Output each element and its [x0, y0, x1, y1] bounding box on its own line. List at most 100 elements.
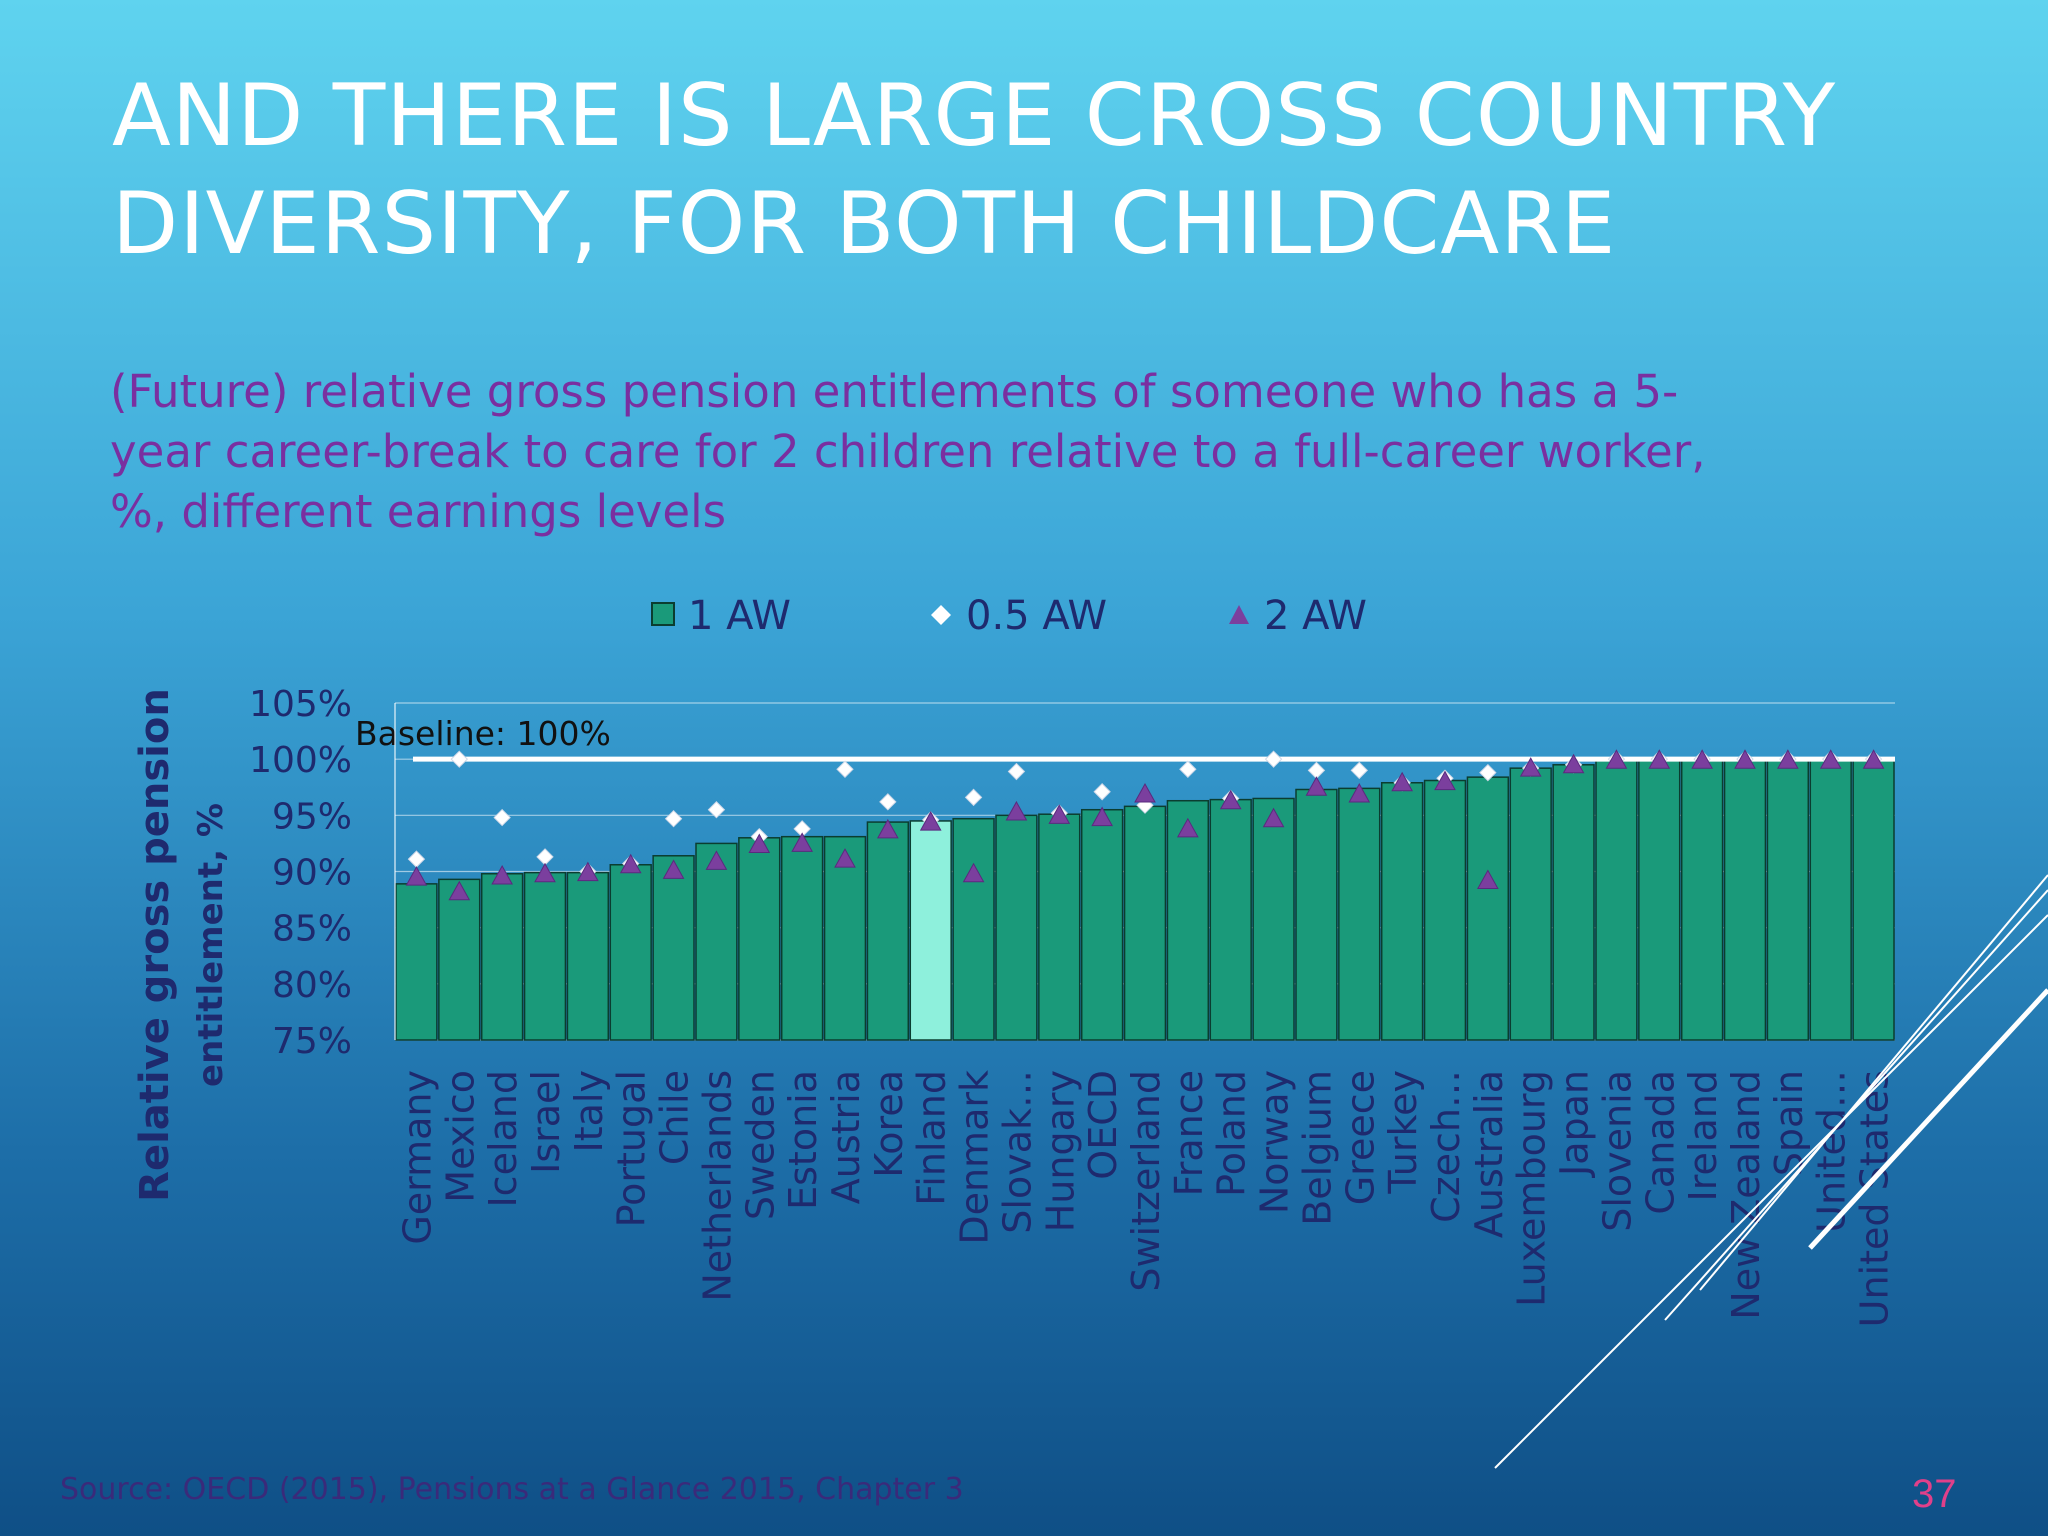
x-tick-label: Ireland	[1681, 1070, 1725, 1201]
y-tick-label: 100%	[249, 740, 352, 781]
triangle-marker	[1177, 817, 1199, 838]
triangle-marker	[877, 818, 899, 839]
diamond-marker	[1479, 763, 1497, 782]
subtitle-line-2: year career-break to care for 2 children…	[110, 425, 1706, 478]
x-tick-label: Finland	[910, 1070, 954, 1206]
bar	[1080, 808, 1124, 1041]
diamond-marker	[707, 801, 726, 819]
triangle-marker	[1005, 800, 1028, 821]
x-tick-label: France	[1167, 1070, 1211, 1196]
diamond-marker	[1007, 762, 1026, 781]
x-tick-label: Canada	[1638, 1070, 1682, 1215]
triangle-marker	[1391, 771, 1413, 792]
chart-legend: 1 AW 0.5 AW 2 AW	[651, 593, 1367, 639]
baseline-label: Baseline: 100%	[355, 714, 611, 753]
triangle-marker	[1691, 749, 1713, 769]
y-tick-label: 95%	[272, 796, 352, 837]
y-tick-label: 85%	[272, 909, 352, 950]
bar	[1295, 788, 1338, 1041]
bar	[609, 864, 652, 1041]
bar	[1380, 782, 1424, 1041]
legend-label: 1 AW	[688, 593, 791, 639]
bar	[1038, 813, 1081, 1041]
x-tick-label: United States	[1853, 1070, 1897, 1327]
triangle-marker	[1048, 804, 1071, 824]
triangle-marker	[1648, 749, 1671, 769]
x-tick-label: Luxembourg	[1510, 1070, 1554, 1307]
triangle-marker	[534, 862, 556, 883]
x-tick-label: Slovenia	[1595, 1070, 1639, 1232]
triangle-marker	[1434, 770, 1456, 791]
x-tick-label: Spain	[1767, 1070, 1811, 1176]
x-tick-label: United…	[1810, 1070, 1854, 1233]
x-tick-label: Italy	[567, 1070, 611, 1152]
bar	[1552, 764, 1595, 1041]
y-tick-label: 105%	[249, 684, 352, 725]
x-tick-label: Australia	[1467, 1070, 1511, 1238]
bar	[1595, 759, 1638, 1041]
x-tick-label: Japan	[1553, 1070, 1597, 1178]
bar	[1509, 767, 1552, 1041]
diamond-marker	[964, 788, 983, 807]
diamond-marker	[1264, 750, 1283, 768]
slide-title-line-2: DIVERSITY, FOR BOTH CHILDCARE	[112, 174, 1617, 274]
y-axis-title: entitlement, %	[191, 803, 231, 1087]
triangle-marker	[791, 832, 813, 852]
bar	[395, 883, 438, 1041]
diamond-marker	[1350, 761, 1368, 780]
x-tick-label: Slovak…	[995, 1070, 1039, 1234]
diamond-marker	[536, 848, 554, 866]
bar	[866, 821, 910, 1041]
triangle-marker	[1091, 806, 1113, 827]
bar	[1338, 787, 1381, 1041]
triangle-marker	[962, 862, 985, 883]
triangle-marker	[1819, 749, 1842, 769]
bar	[1252, 797, 1295, 1041]
triangle-marker	[1134, 782, 1156, 803]
triangle-marker	[1219, 789, 1242, 810]
legend-swatch	[931, 605, 951, 625]
triangle-marker	[1262, 807, 1285, 828]
bar	[952, 817, 995, 1041]
bar	[566, 871, 610, 1041]
triangle-marker	[491, 864, 513, 885]
diamond-marker	[1307, 761, 1326, 780]
triangle-marker	[405, 866, 428, 886]
triangle-marker	[834, 848, 856, 868]
slide-title: AND THERE IS LARGE CROSS COUNTRY DIVERSI…	[112, 62, 1912, 278]
triangle-marker	[662, 859, 685, 879]
x-tick-label: Israel	[524, 1070, 568, 1174]
x-tick-label: New Zealand	[1724, 1070, 1768, 1320]
triangle-marker	[705, 850, 728, 870]
triangle-marker	[1777, 749, 1799, 769]
diamond-marker	[836, 760, 854, 778]
bar	[1466, 776, 1510, 1041]
legend-swatch	[1229, 605, 1249, 624]
chart-subtitle: (Future) relative gross pension entitlem…	[110, 362, 1910, 542]
y-axis-title: Relative gross pension	[132, 688, 178, 1202]
bar	[1680, 759, 1724, 1041]
y-tick-label: 90%	[272, 853, 352, 894]
triangle-marker	[919, 811, 942, 831]
bar	[1123, 805, 1167, 1041]
bar	[1852, 759, 1895, 1041]
x-tick-label: Norway	[1253, 1070, 1297, 1214]
bar	[1423, 779, 1467, 1041]
x-tick-label: Turkey	[1381, 1070, 1425, 1195]
triangle-marker	[577, 861, 599, 882]
diamond-marker	[493, 808, 511, 827]
chart-markers	[405, 749, 1885, 901]
triangle-marker	[1477, 869, 1499, 889]
bar	[823, 835, 867, 1041]
triangle-marker	[748, 833, 771, 854]
slide-number: 37	[1912, 1472, 1957, 1516]
legend-swatch	[651, 602, 675, 626]
triangle-marker	[619, 853, 642, 874]
bar	[523, 871, 567, 1041]
x-tick-label: Korea	[867, 1070, 911, 1178]
bar	[695, 842, 738, 1041]
bar	[1638, 759, 1681, 1041]
bar	[738, 837, 781, 1041]
triangle-marker	[1348, 782, 1371, 803]
